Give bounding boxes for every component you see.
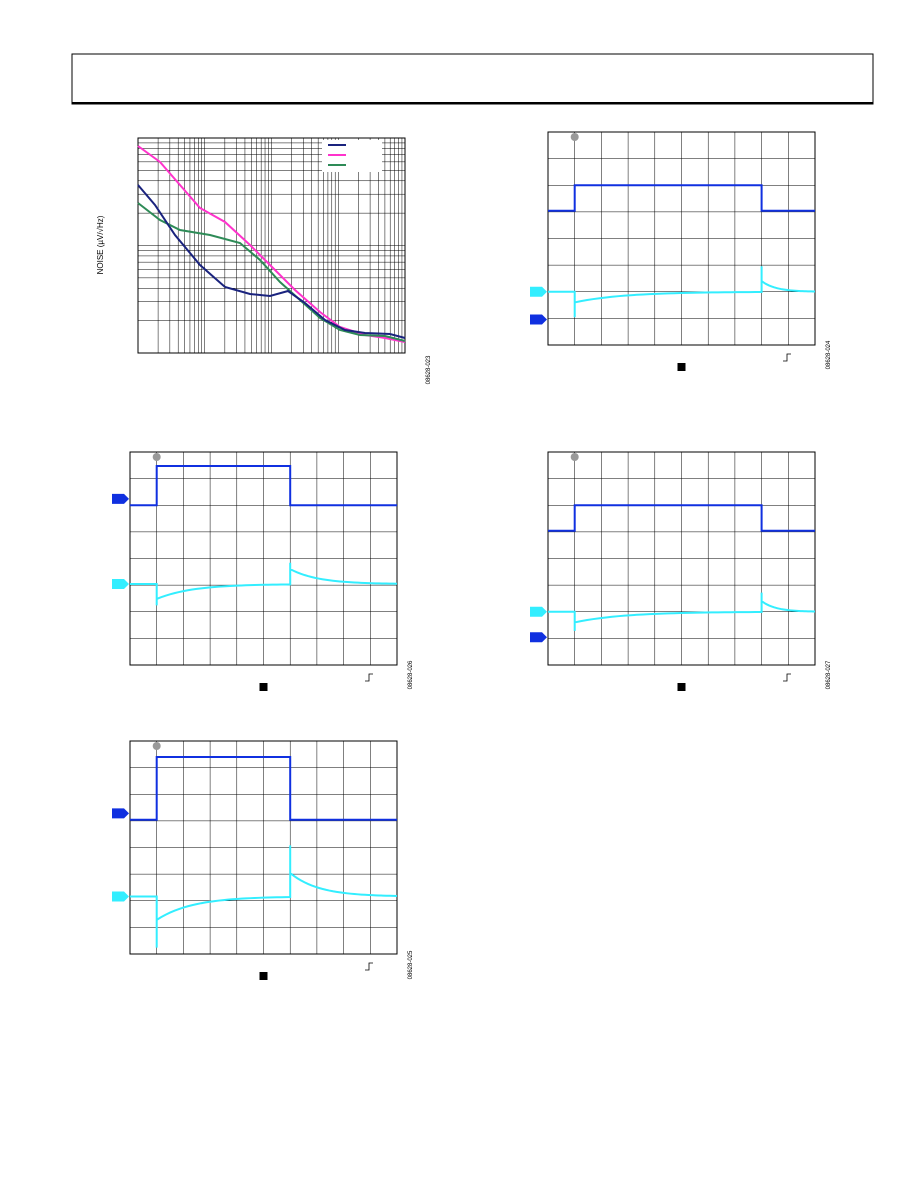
trigger-marker — [570, 133, 579, 141]
trigger-marker — [152, 453, 161, 461]
trigger-symbol — [783, 673, 791, 682]
trigger-marker — [570, 453, 579, 461]
trigger-symbol — [365, 673, 373, 682]
ground-marker — [259, 972, 268, 980]
channel-marker — [530, 286, 547, 297]
channel-1-trace — [130, 755, 397, 821]
channel-2-trace — [130, 845, 398, 948]
figure-code: 08628-026 — [408, 660, 414, 689]
y-axis-label: NOISE (µV/√Hz) — [96, 215, 105, 274]
trigger-symbol — [365, 962, 373, 971]
figure-code: 08628-027 — [826, 660, 832, 689]
channel-marker — [530, 606, 547, 617]
figure-code: 08628-025 — [408, 950, 414, 979]
channel-2-trace — [130, 562, 398, 606]
channel-1-trace — [548, 184, 815, 212]
header-box — [71, 53, 874, 105]
channel-2-trace — [548, 266, 816, 318]
ground-marker — [677, 683, 686, 691]
channel-marker — [112, 579, 129, 590]
noise-curve — [137, 202, 406, 342]
channel-1-trace — [130, 465, 397, 507]
channel-marker — [530, 632, 547, 643]
channel-marker — [112, 891, 129, 902]
channel-marker — [112, 493, 129, 504]
channel-1-trace — [548, 504, 815, 532]
trigger-marker — [152, 742, 161, 750]
noise-curve — [137, 184, 406, 339]
channel-marker — [112, 808, 129, 819]
channel-marker — [530, 314, 547, 325]
ground-marker — [259, 683, 268, 691]
figure-code: 08628-023 — [426, 355, 432, 384]
channel-2-trace — [548, 592, 816, 631]
trigger-symbol — [783, 353, 791, 362]
ground-marker — [677, 363, 686, 371]
figure-code: 08628-024 — [826, 340, 832, 369]
